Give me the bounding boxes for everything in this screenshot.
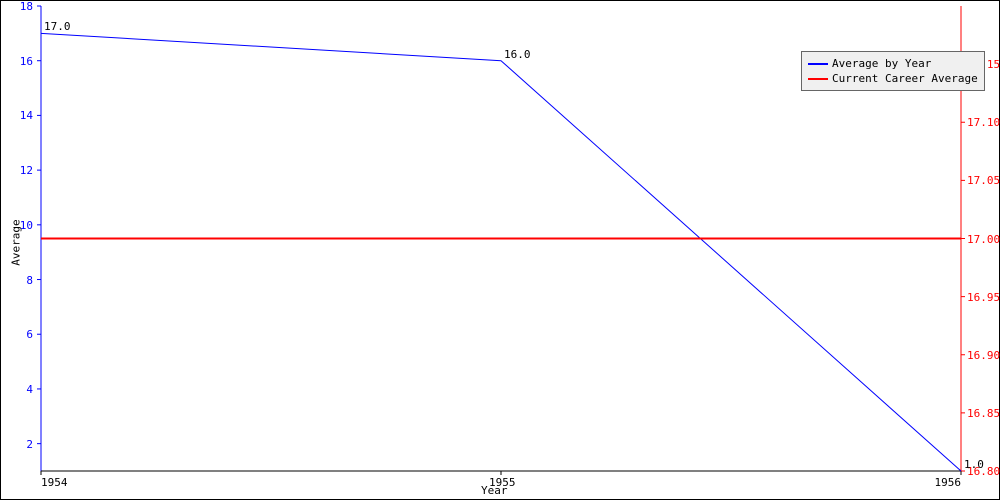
chart-container: Average Year 2468101214161816.8016.8516.… xyxy=(0,0,1000,500)
legend: Average by YearCurrent Career Average xyxy=(801,51,985,91)
data-point-label: 1.0 xyxy=(964,458,984,471)
data-point-label: 17.0 xyxy=(44,20,71,33)
y-left-tick-label: 14 xyxy=(20,109,33,122)
y-left-tick-label: 12 xyxy=(20,164,33,177)
legend-entry: Average by Year xyxy=(808,56,978,71)
y-right-tick-label: 16.95 xyxy=(967,291,1000,304)
y-right-tick-label: 17.05 xyxy=(967,174,1000,187)
y-right-tick-label: 17.00 xyxy=(967,233,1000,246)
y-left-tick-label: 18 xyxy=(20,0,33,13)
y-left-tick-label: 16 xyxy=(20,55,33,68)
x-tick-label: 1955 xyxy=(489,476,516,489)
y-left-tick-label: 6 xyxy=(26,328,33,341)
legend-label: Average by Year xyxy=(832,56,931,71)
y-left-tick-label: 8 xyxy=(26,274,33,287)
y-left-tick-label: 10 xyxy=(20,219,33,232)
y-left-tick-label: 2 xyxy=(26,438,33,451)
legend-label: Current Career Average xyxy=(832,71,978,86)
x-tick-label: 1956 xyxy=(935,476,962,489)
x-tick-label: 1954 xyxy=(41,476,68,489)
y-right-tick-label: 17.10 xyxy=(967,116,1000,129)
y-left-tick-label: 4 xyxy=(26,383,33,396)
data-point-label: 16.0 xyxy=(504,48,531,61)
y-right-tick-label: 16.85 xyxy=(967,407,1000,420)
legend-swatch xyxy=(808,78,828,80)
y-right-tick-label: 16.90 xyxy=(967,349,1000,362)
legend-entry: Current Career Average xyxy=(808,71,978,86)
legend-swatch xyxy=(808,63,828,65)
